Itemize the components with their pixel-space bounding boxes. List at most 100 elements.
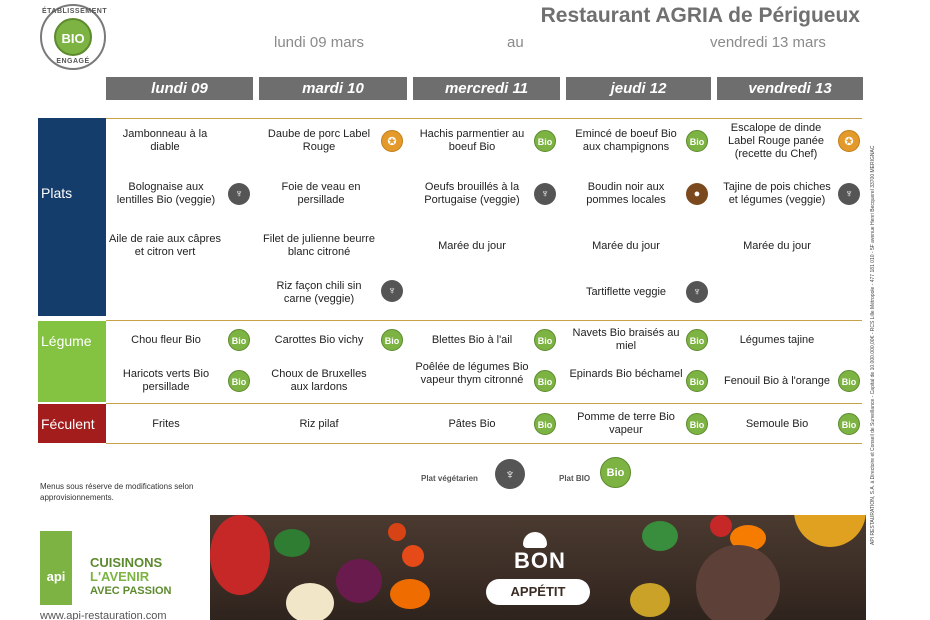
dish: Hachis parmentier au boeuf Bio: [419, 128, 525, 153]
garlic-image: [286, 583, 334, 620]
page-title: Restaurant AGRIA de Périgueux: [540, 4, 860, 27]
vegetarian-icon: ♆: [686, 281, 708, 303]
website-link[interactable]: www.api-restauration.com: [40, 610, 167, 620]
dish: Haricots verts Bio persillade: [122, 368, 210, 393]
divider: [106, 443, 862, 444]
local-pork-icon: ●: [686, 183, 708, 205]
legend-bio-label: Plat BIO: [559, 474, 591, 483]
divider: [106, 320, 862, 321]
dish: Foie de veau en persillade: [281, 181, 361, 206]
date-from: lundi 09 mars: [274, 34, 365, 51]
herb-image: [642, 521, 678, 551]
badge-top-text: ÉTABLISSEMENT: [42, 8, 108, 15]
bio-icon: Bio: [686, 329, 708, 351]
api-logo: api: [40, 531, 72, 605]
dish: Emincé de boeuf Bio aux champignons: [575, 128, 677, 153]
slogan-line: CUISINONS: [90, 555, 163, 570]
dish: Filet de julienne beurre blanc citroné: [263, 233, 375, 258]
turmeric-bowl-image: [794, 515, 866, 547]
dish: Marée du jour: [438, 240, 506, 252]
cherry-tomato-image: [388, 523, 406, 541]
day-header-monday: lundi 09: [106, 77, 253, 100]
legend-veg-label: Plat végétarien: [421, 474, 478, 483]
vegetarian-icon: ♆: [381, 280, 403, 302]
dish: Blettes Bio à l'ail: [431, 334, 513, 346]
peppercorn-bowl-image: [696, 545, 780, 620]
dish: Marée du jour: [743, 240, 811, 252]
dish: Oeufs brouillés à la Portugaise (veggie): [424, 181, 520, 206]
dish: Bolognaise aux lentilles Bio (veggie): [116, 181, 216, 206]
dish: Navets Bio braisés au miel: [572, 327, 680, 352]
vegetarian-icon: ♆: [534, 183, 556, 205]
dish: Semoule Bio: [745, 418, 809, 430]
dish: Riz pilaf: [299, 418, 339, 430]
category-legume: Légume: [38, 321, 106, 402]
dish: Daube de porc Label Rouge: [267, 128, 371, 153]
slogan-line: AVEC PASSION: [90, 585, 172, 597]
bio-icon: Bio: [838, 370, 860, 392]
date-to: vendredi 13 mars: [710, 34, 826, 51]
divider: [106, 118, 862, 119]
carrot-image: [390, 579, 430, 609]
dish: Légumes tajine: [739, 334, 815, 346]
category-feculent: Féculent: [38, 404, 106, 443]
bio-icon: Bio: [228, 370, 250, 392]
bon-text: BON: [514, 548, 566, 573]
dish: Escalope de dinde Label Rouge panée (rec…: [727, 122, 825, 160]
dish: Boudin noir aux pommes locales: [586, 181, 666, 206]
day-header-wednesday: mercredi 11: [413, 77, 560, 100]
category-plats: Plats: [38, 118, 106, 316]
day-header-friday: vendredi 13: [717, 77, 863, 100]
dish: Aile de raie aux câpres et citron vert: [109, 233, 221, 258]
bio-icon: Bio: [228, 329, 250, 351]
cherry-tomato-image: [710, 515, 732, 537]
legal-text: API RESTAURATION, S.A. à Directoire et C…: [870, 145, 876, 545]
bio-icon: Bio: [534, 370, 556, 392]
bio-icon: Bio: [600, 457, 631, 488]
bio-icon: Bio: [686, 413, 708, 435]
bio-logo-icon: BIO: [54, 18, 92, 56]
bio-icon: Bio: [534, 413, 556, 435]
vegetarian-icon: ♆: [838, 183, 860, 205]
dish: Jambonneau à la diable: [122, 128, 208, 153]
slogan-line: L'AVENIR: [90, 569, 150, 584]
vegetarian-icon: ♆: [495, 459, 525, 489]
chef-hat-icon: [523, 532, 547, 548]
appetit-text: APPÉTIT: [486, 579, 590, 605]
legal-notice: API RESTAURATION, S.A. à Directoire et C…: [870, 75, 884, 545]
label-rouge-icon: ✪: [838, 130, 860, 152]
dish: Choux de Bruxelles aux lardons: [271, 368, 367, 393]
onion-image: [336, 559, 382, 603]
bio-icon: Bio: [686, 130, 708, 152]
dish: Poêlée de légumes Bio vapeur thym citron…: [415, 361, 529, 386]
label-rouge-icon: ✪: [381, 130, 403, 152]
bio-engage-badge: ÉTABLISSEMENT BIO ENGAGÉ: [40, 4, 108, 70]
dish: Pomme de terre Bio vapeur: [577, 411, 675, 436]
date-separator: au: [507, 34, 524, 51]
dish: Tartiflette veggie: [585, 286, 667, 298]
footnote: Menus sous réserve de modifications selo…: [40, 482, 194, 502]
bio-icon: Bio: [534, 329, 556, 351]
dish: Tajine de pois chiches et légumes (veggi…: [723, 181, 831, 206]
divider: [106, 403, 862, 404]
bio-icon: Bio: [838, 413, 860, 435]
day-header-thursday: jeudi 12: [566, 77, 711, 100]
dish: Chou fleur Bio: [131, 334, 201, 346]
dish: Riz façon chili sin carne (veggie): [276, 280, 362, 305]
slogan: CUISINONS L'AVENIR AVEC PASSION: [90, 556, 172, 598]
bio-icon: Bio: [686, 370, 708, 392]
dish: Epinards Bio béchamel: [569, 368, 683, 380]
badge-bottom-text: ENGAGÉ: [56, 58, 90, 65]
dish: Marée du jour: [592, 240, 660, 252]
day-header-tuesday: mardi 10: [259, 77, 407, 100]
cherry-tomato-image: [402, 545, 424, 567]
vegetarian-icon: ♆: [228, 183, 250, 205]
dish: Fenouil Bio à l'orange: [723, 375, 831, 387]
tomato-image: [210, 515, 270, 595]
basil-image: [274, 529, 310, 557]
dish: Carottes Bio vichy: [274, 334, 364, 346]
dish: Frites: [152, 418, 180, 430]
bio-icon: Bio: [381, 329, 403, 351]
dish: Pâtes Bio: [448, 418, 496, 430]
bio-icon: Bio: [534, 130, 556, 152]
